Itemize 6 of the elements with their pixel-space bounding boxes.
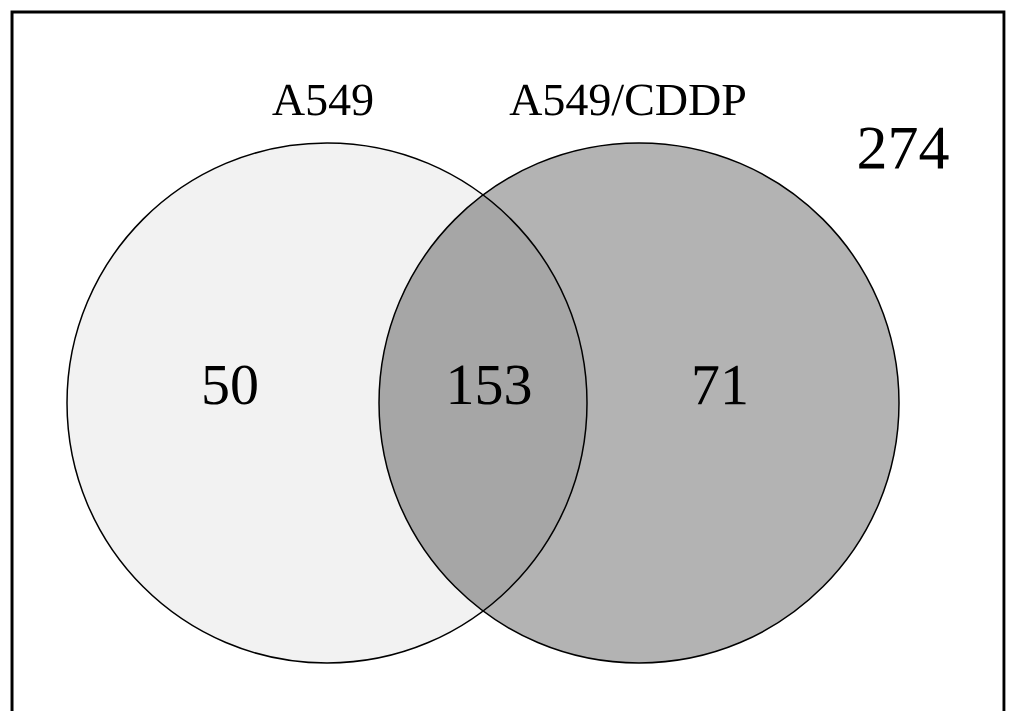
text: 274: [859, 127, 949, 169]
text: A549/CDDP: [509, 84, 745, 116]
text: A549: [272, 84, 373, 116]
data-label: 50: [204, 365, 257, 405]
data-label: 71: [694, 365, 746, 405]
data-label: 153: [450, 365, 531, 405]
